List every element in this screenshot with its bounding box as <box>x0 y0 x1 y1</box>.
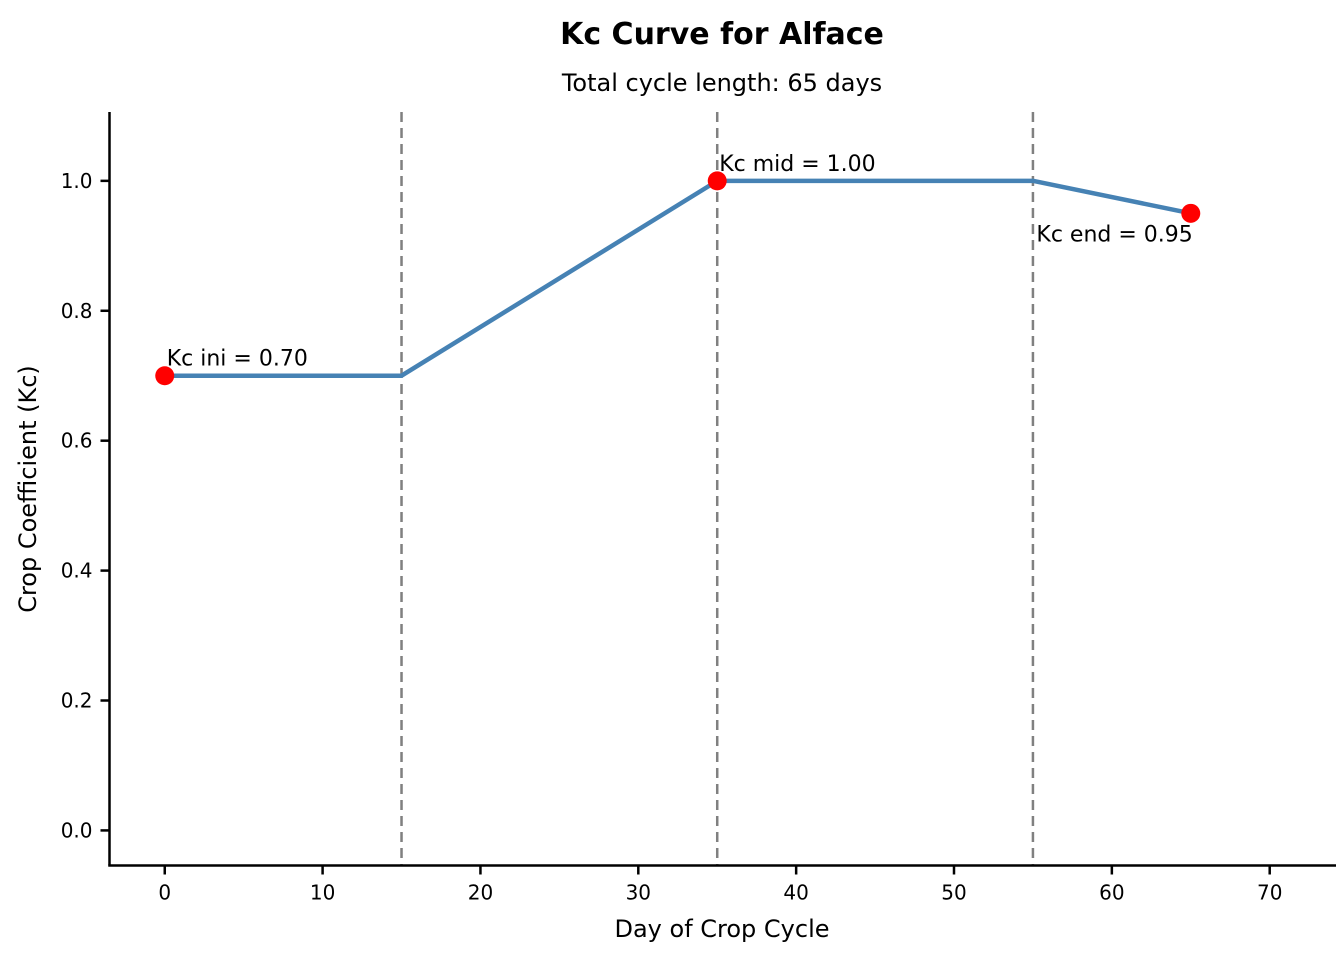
chart-title: Kc Curve for Alface <box>560 17 884 52</box>
y-tick-label: 0.8 <box>61 299 93 323</box>
x-tick-label: 60 <box>1099 881 1124 905</box>
y-tick-label: 0.2 <box>61 689 93 713</box>
kc-point-marker <box>707 171 727 191</box>
y-tick-label: 0.6 <box>61 429 93 453</box>
annotation-label: Kc mid = 1.00 <box>719 152 875 177</box>
x-tick-label: 40 <box>783 881 808 905</box>
x-tick-label: 50 <box>941 881 966 905</box>
x-axis-label: Day of Crop Cycle <box>614 915 829 943</box>
y-tick-label: 1.0 <box>61 169 93 193</box>
y-tick-label: 0.0 <box>61 818 93 842</box>
kc-point-marker <box>1181 203 1201 223</box>
y-axis-label: Crop Coefficient (Kc) <box>14 365 42 613</box>
x-tick-label: 0 <box>158 881 171 905</box>
annotation-label: Kc ini = 0.70 <box>167 347 308 372</box>
x-tick-label: 20 <box>468 881 493 905</box>
y-tick-label: 0.4 <box>61 559 93 583</box>
x-tick-label: 30 <box>626 881 651 905</box>
chart-subtitle: Total cycle length: 65 days <box>561 69 882 97</box>
kc-curve-line <box>164 178 1192 378</box>
kc-point-marker <box>155 366 175 386</box>
annotation-label: Kc end = 0.95 <box>1036 222 1192 247</box>
x-tick-label: 10 <box>310 881 335 905</box>
plot-area: 0 10 20 30 40 50 60 70 0.0 0.2 0.4 0.6 0.8 1.0 Kc ini … <box>61 112 1336 905</box>
x-tick-label: 70 <box>1257 881 1282 905</box>
